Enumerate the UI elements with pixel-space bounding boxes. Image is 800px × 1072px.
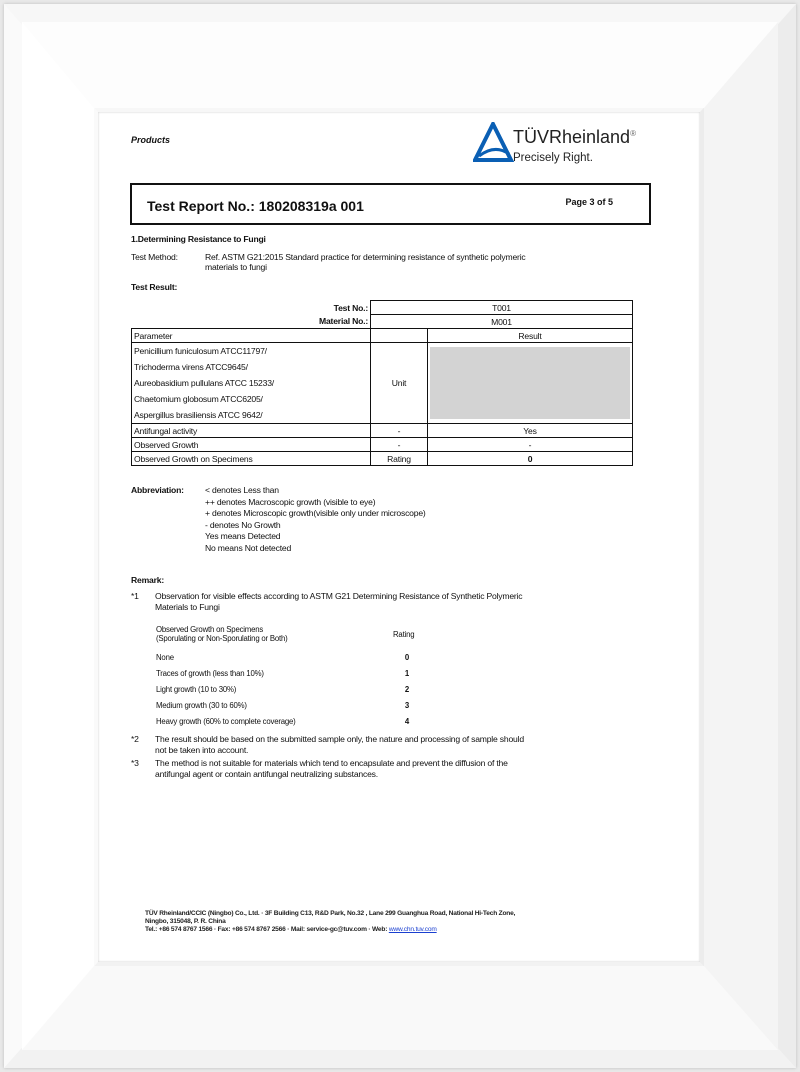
section-title: 1.Determining Resistance to Fungi <box>131 234 266 244</box>
test-no-label: Test No.: <box>131 300 371 315</box>
table-row: Material No.: M001 <box>131 314 633 329</box>
rating-row: Traces of growth (less than 10%) 1 <box>156 669 409 678</box>
table-row: Antifungal activity - Yes <box>131 423 633 438</box>
table-row: Observed Growth - - <box>131 437 633 452</box>
organisms-unit: Unit <box>370 342 428 424</box>
remark-label: Remark: <box>131 575 164 585</box>
website-link[interactable]: www.chn.tuv.com <box>388 926 437 933</box>
col-result: Result <box>427 328 633 343</box>
rating-header: Observed Growth on Specimens (Sporulating… <box>156 625 288 643</box>
report-header-box: Test Report No.: 180208319a 001 Page 3 o… <box>130 183 651 225</box>
redacted-result <box>427 342 633 424</box>
abbreviation-list: < denotes Less than ++ denotes Macroscopi… <box>205 485 426 553</box>
table-row: Penicillium funiculosum ATCC11797/Tricho… <box>131 342 633 424</box>
rating-row: None 0 <box>156 653 409 662</box>
method-text: Ref. ASTM G21:2015 Standard practice for… <box>205 252 526 272</box>
tuv-logo-icon <box>473 122 515 162</box>
method-label: Test Method: <box>131 252 178 262</box>
picture-frame-inner <box>22 22 778 1050</box>
organisms-cell: Penicillium funiculosum ATCC11797/Tricho… <box>131 342 371 424</box>
brand-name: TÜVRheinland® <box>513 127 636 147</box>
brand-tagline: Precisely Right. <box>513 152 593 164</box>
material-no-value: M001 <box>370 314 633 329</box>
remark-2: The result should be based on the submit… <box>155 734 524 755</box>
table-row: Test No.: T001 <box>131 300 633 315</box>
rating-row: Light growth (10 to 30%) 2 <box>156 685 409 694</box>
test-no-value: T001 <box>370 300 633 315</box>
col-parameter: Parameter <box>131 328 371 343</box>
table-row: Observed Growth on Specimens Rating 0 <box>131 451 633 466</box>
result-label: Test Result: <box>131 282 178 292</box>
rating-col-header: Rating <box>393 630 415 639</box>
document-page: Products TÜVRheinland® Precisely Right. … <box>98 112 700 962</box>
rating-row: Heavy growth (60% to complete coverage) 4 <box>156 717 409 726</box>
footer: TÜV Rheinland/CCIC (Ningbo) Co., Ltd. · … <box>145 910 516 933</box>
section-header: Products <box>131 135 171 145</box>
rating-row: Medium growth (30 to 60%) 3 <box>156 701 409 710</box>
table-header-row: Parameter Result <box>131 328 633 343</box>
results-table: Test No.: T001 Material No.: M001 Paramete… <box>131 300 633 466</box>
report-title: Test Report No.: 180208319a 001 <box>147 198 364 214</box>
abbreviation-label: Abbreviation: <box>131 485 184 495</box>
remark-3: The method is not suitable for materials… <box>155 758 508 779</box>
page-number: Page 3 of 5 <box>565 197 613 207</box>
rating-list: None 0 Traces of growth (less than 10%) 1 … <box>156 650 456 730</box>
remark-1: Observation for visible effects accordin… <box>155 591 523 612</box>
material-no-label: Material No.: <box>131 314 371 329</box>
